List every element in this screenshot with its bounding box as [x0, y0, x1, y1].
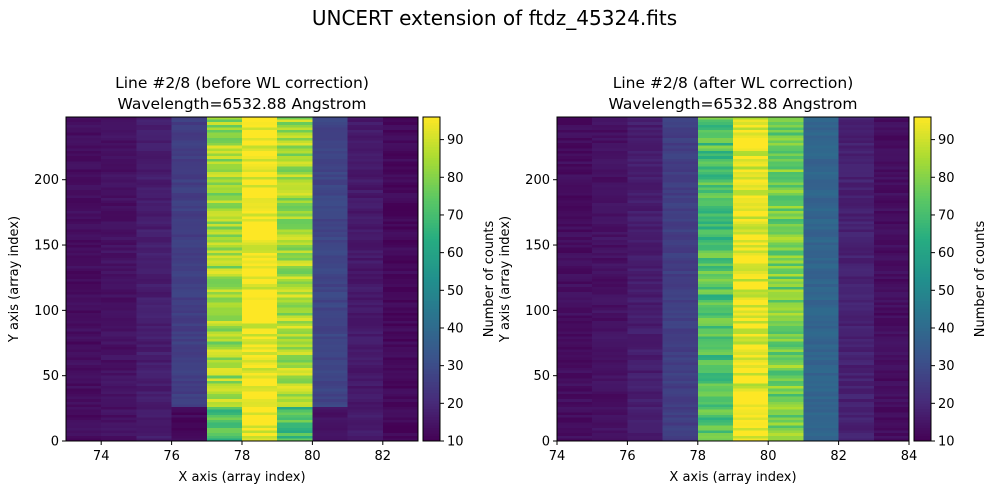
x-tick-label: 76: [163, 449, 180, 464]
panel-subtitle: Wavelength=6532.88 Angstrom: [609, 95, 858, 113]
heatmap-column-x78: [697, 117, 734, 442]
x-tick-label: 82: [830, 449, 847, 464]
heatmap-column-x81: [803, 117, 839, 442]
heatmap-column-x79: [733, 117, 769, 442]
colorbar-2: [913, 116, 935, 442]
y-tick-label: 0: [51, 435, 59, 450]
x-tick-label: 74: [549, 449, 566, 464]
colorbar-tick-label: 90: [447, 133, 464, 148]
y-tick-label: 200: [34, 173, 59, 188]
colorbar-tick-label: 50: [938, 284, 955, 299]
heatmap-column-x74: [101, 117, 137, 442]
heatmap-column-x74: [557, 117, 593, 442]
x-tick-label: 80: [760, 449, 777, 464]
heatmap-column-x80: [768, 117, 804, 442]
y-tick-label: 100: [34, 304, 59, 319]
heatmap-column-x82: [382, 117, 419, 442]
colorbar-tick-label: 30: [938, 359, 955, 374]
heatmap-column-x75: [136, 117, 172, 442]
colorbar-label: Number of counts: [482, 221, 497, 338]
x-axis-label: X axis (array index): [178, 470, 305, 485]
panel-title: Line #2/8 (after WL correction): [613, 74, 854, 92]
heatmap-column-x83: [873, 117, 910, 442]
colorbar-tick-label: 60: [447, 246, 464, 261]
x-tick-label: 80: [304, 449, 321, 464]
heatmap-column-x79: [277, 117, 313, 442]
y-axis-label: Y axis (array index): [498, 216, 513, 343]
heatmap-column-x76: [171, 117, 208, 442]
heatmap-column-x76: [627, 117, 663, 442]
y-tick-label: 150: [525, 239, 550, 254]
x-tick-label: 78: [234, 449, 251, 464]
heatmap-column-x80: [312, 117, 348, 442]
colorbar-tick-label: 50: [447, 284, 464, 299]
heatmap-panel-2: [553, 116, 910, 445]
heatmap-column-x81: [347, 117, 384, 442]
colorbar-1: [422, 116, 444, 442]
plot-frame: [556, 116, 910, 442]
colorbar-tick-label: 40: [447, 321, 464, 336]
colorbar-tick-label: 80: [447, 171, 464, 186]
heatmap-column-x77: [206, 117, 243, 442]
y-tick-label: 50: [42, 369, 59, 384]
x-axis-label: X axis (array index): [669, 470, 796, 485]
colorbar-tick-label: 80: [938, 171, 955, 186]
y-tick-label: 100: [525, 304, 550, 319]
colorbar-tick-label: 30: [447, 359, 464, 374]
colorbar-tick-label: 70: [447, 208, 464, 223]
heatmap-panel-1: [62, 116, 419, 445]
x-tick-label: 76: [619, 449, 636, 464]
panel-title: Line #2/8 (before WL correction): [115, 74, 369, 92]
x-tick-label: 84: [901, 449, 918, 464]
y-tick-label: 150: [34, 239, 59, 254]
colorbar-tick-label: 70: [938, 208, 955, 223]
figure-suptitle: UNCERT extension of ftdz_45324.fits: [311, 6, 678, 30]
y-tick-label: 0: [542, 435, 550, 450]
colorbar-tick-label: 10: [447, 435, 464, 450]
x-tick-label: 82: [375, 449, 392, 464]
y-axis-label: Y axis (array index): [7, 216, 22, 343]
colorbar-tick-label: 20: [447, 397, 464, 412]
colorbar-tick-label: 10: [938, 435, 955, 450]
colorbar-tick-label: 20: [938, 397, 955, 412]
colorbar-label: Number of counts: [973, 221, 988, 338]
colorbar-tick-label: 60: [938, 246, 955, 261]
panel-subtitle: Wavelength=6532.88 Angstrom: [118, 95, 367, 113]
heatmap-column-x77: [662, 117, 699, 442]
y-tick-label: 50: [533, 369, 550, 384]
heatmap-column-x73: [66, 117, 102, 442]
colorbar-tick-label: 40: [938, 321, 955, 336]
colorbar-tick-label: 90: [938, 133, 955, 148]
y-tick-label: 200: [525, 173, 550, 188]
x-tick-label: 78: [690, 449, 707, 464]
heatmap-column-x78: [242, 117, 278, 442]
heatmap-column-x82: [838, 117, 875, 442]
x-tick-label: 74: [93, 449, 110, 464]
heatmap-column-x75: [592, 117, 628, 442]
